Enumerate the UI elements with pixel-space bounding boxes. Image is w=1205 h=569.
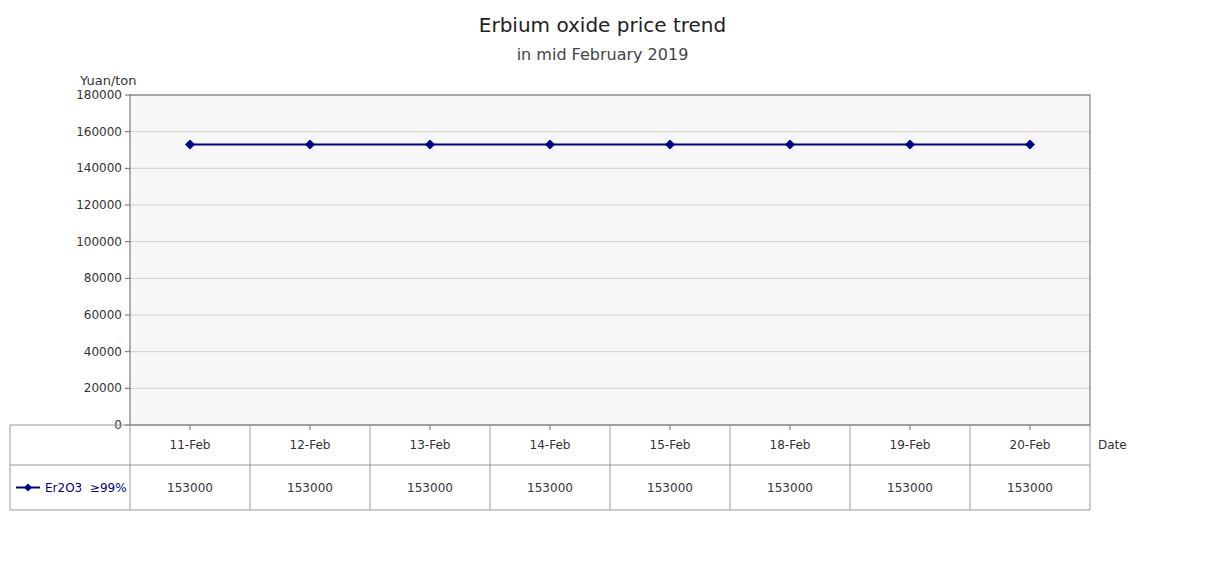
series-line <box>190 144 1030 146</box>
legend-marker <box>24 484 32 492</box>
data-label: 153000 <box>887 481 933 495</box>
x-tick <box>790 425 791 430</box>
table-rule <box>970 425 971 510</box>
grid-line <box>130 241 1090 242</box>
x-tick <box>1030 425 1031 430</box>
grid-line <box>130 205 1090 206</box>
y-tick <box>125 315 130 316</box>
legend-label: Er2O3 ≥99% <box>45 481 127 495</box>
y-tick-label: 140000 <box>76 161 122 175</box>
data-label: 153000 <box>1007 481 1053 495</box>
table-rule <box>1090 425 1091 510</box>
table-rule <box>10 510 1090 511</box>
grid-line <box>130 388 1090 389</box>
x-tick-label: 13-Feb <box>410 438 451 452</box>
marker <box>785 140 795 150</box>
x-tick-label: 11-Feb <box>170 438 211 452</box>
y-tick <box>125 205 130 206</box>
y-tick <box>125 241 130 242</box>
plot-background <box>130 95 1090 425</box>
data-table: 11-Feb 12-Feb 13-Feb 14-Feb 15-Feb 18-Feb 19-F… <box>10 425 1090 510</box>
table-rule <box>490 425 491 510</box>
table-rule <box>130 425 131 510</box>
x-tick <box>670 425 671 430</box>
x-tick-label: 18-Feb <box>770 438 811 452</box>
plot-frame <box>130 95 1090 425</box>
y-tick-label: 40000 <box>84 345 122 359</box>
data-label: 153000 <box>767 481 813 495</box>
y-tick-label: 20000 <box>84 381 122 395</box>
grid-line <box>130 131 1090 132</box>
x-tick <box>190 425 191 430</box>
y-tick-label: 100000 <box>76 235 122 249</box>
y-tick-label: 160000 <box>76 125 122 139</box>
grid-line <box>130 315 1090 316</box>
grid-line <box>130 351 1090 352</box>
marker <box>665 140 675 150</box>
table-rule <box>850 425 851 510</box>
y-tick-label: 60000 <box>84 308 122 322</box>
x-tick <box>430 425 431 430</box>
table-rule <box>610 425 611 510</box>
marker <box>1025 140 1035 150</box>
marker <box>425 140 435 150</box>
grid-line <box>130 168 1090 169</box>
x-tick-label: 14-Feb <box>530 438 571 452</box>
y-tick <box>125 95 130 96</box>
table-rule <box>730 425 731 510</box>
grid-line <box>130 278 1090 279</box>
table-rule <box>250 425 251 510</box>
data-label: 153000 <box>527 481 573 495</box>
marker <box>545 140 555 150</box>
marker <box>305 140 315 150</box>
x-tick <box>910 425 911 430</box>
data-label: 153000 <box>167 481 213 495</box>
subtitle: in mid February 2019 <box>517 45 689 64</box>
marker <box>185 140 195 150</box>
y-tick-label: 80000 <box>84 271 122 285</box>
x-tick <box>310 425 311 430</box>
table-rule <box>10 425 1090 426</box>
x-axis-label: Date <box>1098 438 1127 452</box>
y-axis-label: Yuan/ton <box>79 73 137 88</box>
y-tick-label: 120000 <box>76 198 122 212</box>
data-label: 153000 <box>287 481 333 495</box>
x-tick-label: 15-Feb <box>650 438 691 452</box>
y-tick <box>125 351 130 352</box>
table-rule <box>10 465 1090 466</box>
x-tick-label: 12-Feb <box>290 438 331 452</box>
y-tick <box>125 168 130 169</box>
grid <box>130 95 1090 425</box>
marker <box>905 140 915 150</box>
y-tick-label: 180000 <box>76 88 122 102</box>
y-tick <box>125 131 130 132</box>
y-tick <box>125 278 130 279</box>
data <box>185 140 1035 150</box>
data-label: 153000 <box>407 481 453 495</box>
x-tick-label: 19-Feb <box>890 438 931 452</box>
data-label: 153000 <box>647 481 693 495</box>
title: Erbium oxide price trend <box>479 13 726 37</box>
table-rule <box>10 425 11 510</box>
x-tick <box>550 425 551 430</box>
x-tick-label: 20-Feb <box>1010 438 1051 452</box>
y-tick <box>125 388 130 389</box>
table-rule <box>370 425 371 510</box>
